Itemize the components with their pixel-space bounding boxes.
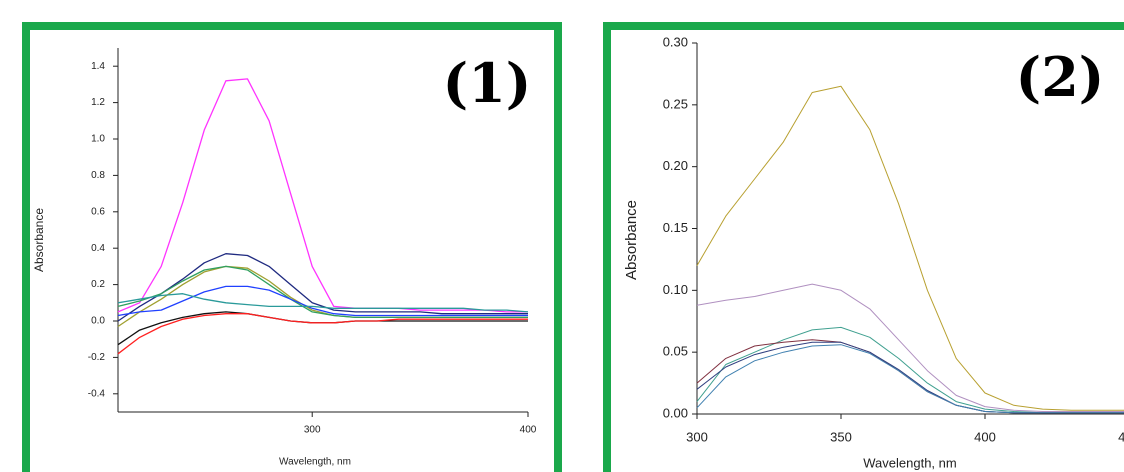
chart: 0.00 0.05 0.10 0.15 0.20 0.25 0.30 300 350 400 450…	[623, 34, 1124, 470]
y-tick-label: 0.2	[91, 279, 105, 290]
y-tick-label: -0.2	[88, 352, 106, 363]
x-tick-label: 300	[686, 429, 708, 444]
series-line	[117, 293, 529, 313]
series-line	[696, 326, 1124, 414]
series-line	[696, 85, 1124, 411]
panel-title: (1)	[443, 51, 532, 115]
y-tick-label: 0.10	[663, 282, 688, 297]
x-tick-label: 300	[304, 425, 321, 436]
x-axis-label: Wavelength, nm	[863, 455, 956, 470]
chart: -0.4 -0.2 0.0 0.2 0.4 0.6 0.8 1.0 1.2 1.4 300 400 Wa…	[32, 48, 537, 468]
series-line	[117, 285, 528, 317]
y-tick-label: 0.25	[663, 96, 688, 111]
y-tick-label: 0.8	[91, 170, 105, 181]
panel-border	[22, 22, 562, 472]
y-tick-label: -0.4	[88, 388, 106, 399]
y-tick-label: 0.00	[663, 405, 688, 420]
y-axis-label: Absorbance	[32, 208, 46, 272]
series-line	[117, 313, 528, 355]
series-line	[117, 265, 528, 319]
y-tick-label: 1.0	[91, 134, 105, 145]
x-tick-label: 400	[974, 429, 996, 444]
x-axis-label: Wavelength, nm	[279, 457, 351, 468]
y-tick-label: 0.30	[663, 34, 688, 49]
y-tick-label: 0.05	[663, 344, 688, 359]
x-tick-label: 350	[830, 429, 852, 444]
y-tick-label: 0.4	[91, 243, 105, 254]
x-tick-label: 400	[520, 425, 537, 436]
y-axis-label: Absorbance	[623, 200, 640, 280]
series-line	[696, 283, 1124, 412]
y-tick-label: 1.2	[91, 97, 105, 108]
series-line	[117, 253, 528, 322]
y-tick-label: 0.20	[663, 158, 688, 173]
y-tick-label: 1.4	[91, 61, 105, 72]
y-tick-label: 0.0	[91, 316, 105, 327]
y-tick-label: 0.15	[663, 220, 688, 235]
x-tick-label: 450	[1118, 429, 1124, 444]
panel-border	[603, 22, 1124, 472]
series-line	[696, 344, 1124, 414]
series-line	[117, 78, 528, 313]
y-tick-label: 0.6	[91, 206, 105, 217]
panel-title: (2)	[1016, 45, 1105, 109]
series-line	[696, 339, 1124, 414]
